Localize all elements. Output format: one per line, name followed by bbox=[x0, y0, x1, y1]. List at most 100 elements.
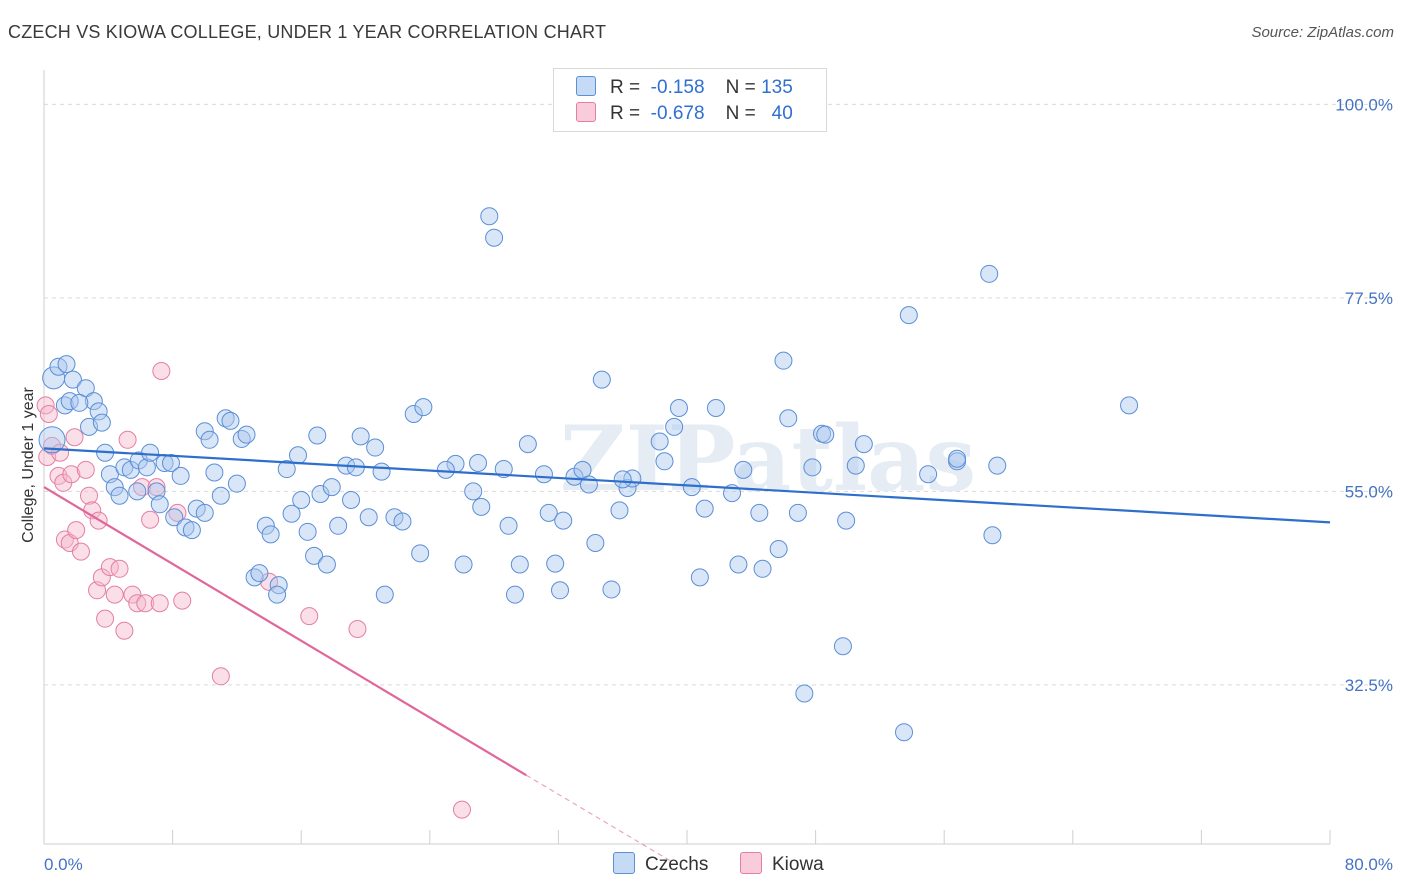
kiowa-point-29 bbox=[141, 510, 160, 529]
czech-point-11 bbox=[92, 413, 111, 432]
kiowa-trendline-extension bbox=[525, 774, 672, 862]
kiowa-point-13 bbox=[76, 460, 95, 479]
trendlines bbox=[43, 447, 1331, 862]
czech-point-38 bbox=[237, 425, 256, 444]
czech-point-117 bbox=[899, 306, 918, 325]
x-tick-labels: 0.0% 80.0% bbox=[44, 855, 1393, 874]
czech-point-31 bbox=[200, 430, 219, 449]
czech-point-73 bbox=[494, 460, 513, 479]
czech-point-82 bbox=[554, 511, 573, 530]
source-label: Source: ZipAtlas.com bbox=[1251, 24, 1394, 41]
czech-point-24 bbox=[161, 454, 180, 473]
czech-point-26 bbox=[171, 466, 190, 485]
czech-point-22 bbox=[150, 495, 169, 514]
czech-point-123 bbox=[919, 465, 938, 484]
czech-point-57 bbox=[351, 427, 370, 446]
czech-point-99 bbox=[706, 398, 725, 417]
czech-point-8 bbox=[84, 392, 103, 411]
y-tick-label-2: 77.5% bbox=[1345, 289, 1393, 308]
kiowa-point-39 bbox=[152, 362, 171, 380]
czech-point-130 bbox=[613, 470, 632, 489]
czech-point-20 bbox=[141, 443, 160, 462]
czech-point-94 bbox=[665, 417, 684, 436]
czech-point-53 bbox=[329, 516, 348, 535]
czech-point-58 bbox=[359, 508, 378, 527]
czech-point-101 bbox=[729, 555, 748, 574]
kiowa-point-36 bbox=[300, 607, 319, 626]
x-tick-label-1: 80.0% bbox=[1345, 855, 1393, 874]
czech-point-114 bbox=[837, 511, 856, 530]
y-tick-label-0: 32.5% bbox=[1345, 676, 1393, 695]
czech-point-29 bbox=[187, 499, 206, 518]
kiowa-legend-label: Kiowa bbox=[772, 854, 824, 875]
y-axis-label: College, Under 1 year bbox=[20, 387, 37, 543]
gridlines bbox=[44, 103, 1393, 686]
czechs-legend-swatch bbox=[613, 852, 635, 874]
czech-point-47 bbox=[292, 491, 311, 509]
czechs-r-value: -0.158 bbox=[650, 77, 705, 98]
czech-point-70 bbox=[472, 497, 491, 516]
kiowa-r-value: -0.678 bbox=[650, 103, 705, 124]
kiowa-trendline bbox=[43, 486, 527, 777]
bottom-legend-kiowa: Kiowa bbox=[740, 852, 824, 876]
czech-point-25 bbox=[165, 508, 184, 527]
czech-point-122 bbox=[1120, 396, 1139, 415]
czech-point-125 bbox=[469, 454, 488, 473]
czech-point-65 bbox=[411, 544, 430, 563]
czech-point-48 bbox=[298, 522, 317, 541]
kiowa-swatch bbox=[576, 102, 596, 122]
czech-point-68 bbox=[454, 555, 473, 574]
czech-point-33 bbox=[211, 486, 230, 505]
czech-point-133 bbox=[70, 393, 89, 412]
kiowa-point-38 bbox=[452, 800, 471, 819]
czech-point-50 bbox=[311, 484, 330, 503]
y-tick-label-1: 55.0% bbox=[1345, 482, 1393, 501]
kiowa-r-label: R = bbox=[610, 103, 641, 124]
czech-point-35 bbox=[221, 411, 240, 430]
y-tick-label-3: 100.0% bbox=[1335, 95, 1393, 114]
czech-point-109 bbox=[795, 684, 814, 703]
czech-point-89 bbox=[610, 501, 629, 520]
chart-title: CZECH VS KIOWA COLLEGE, UNDER 1 YEAR COR… bbox=[8, 22, 607, 42]
czechs-swatch bbox=[576, 76, 596, 96]
kiowa-point-19 bbox=[96, 609, 115, 628]
czech-point-46 bbox=[288, 446, 307, 465]
czech-point-63 bbox=[393, 512, 412, 531]
czech-point-103 bbox=[750, 503, 769, 522]
czech-point-124 bbox=[983, 526, 1002, 545]
czech-point-71 bbox=[480, 207, 499, 226]
watermark: ZIPatlas bbox=[560, 406, 976, 512]
czech-point-98 bbox=[695, 499, 714, 518]
kiowa-legend-swatch bbox=[740, 852, 762, 874]
czech-point-45 bbox=[282, 504, 301, 523]
x-tick-label-0: 0.0% bbox=[44, 855, 83, 874]
czech-point-87 bbox=[592, 370, 611, 389]
czech-point-49 bbox=[305, 546, 324, 565]
czech-point-131 bbox=[846, 456, 865, 475]
axes bbox=[43, 70, 1331, 845]
czech-point-106 bbox=[774, 351, 793, 370]
czech-point-36 bbox=[227, 474, 246, 493]
czech-point-41 bbox=[256, 516, 275, 535]
czech-point-93 bbox=[655, 452, 674, 471]
kiowa-point-30 bbox=[147, 478, 166, 497]
czechs-r-label: R = bbox=[610, 77, 641, 98]
czechs-n-label: N = bbox=[725, 77, 756, 98]
czech-point-108 bbox=[788, 503, 807, 522]
czech-point-3 bbox=[57, 355, 76, 374]
czech-point-28 bbox=[182, 521, 201, 540]
czechs-legend-label: Czechs bbox=[645, 854, 709, 875]
czech-point-102 bbox=[734, 460, 753, 479]
kiowa-point-2 bbox=[39, 405, 58, 423]
czech-point-76 bbox=[510, 555, 529, 574]
czech-trendline bbox=[43, 447, 1331, 524]
czech-point-52 bbox=[322, 478, 341, 497]
czech-point-126 bbox=[436, 460, 455, 479]
kiowa-point-28 bbox=[136, 594, 155, 613]
kiowa-point-22 bbox=[110, 559, 129, 578]
czech-point-127 bbox=[268, 585, 287, 604]
kiowa-point-24 bbox=[118, 430, 137, 449]
czech-point-95 bbox=[669, 398, 688, 417]
czech-point-121 bbox=[988, 456, 1007, 475]
